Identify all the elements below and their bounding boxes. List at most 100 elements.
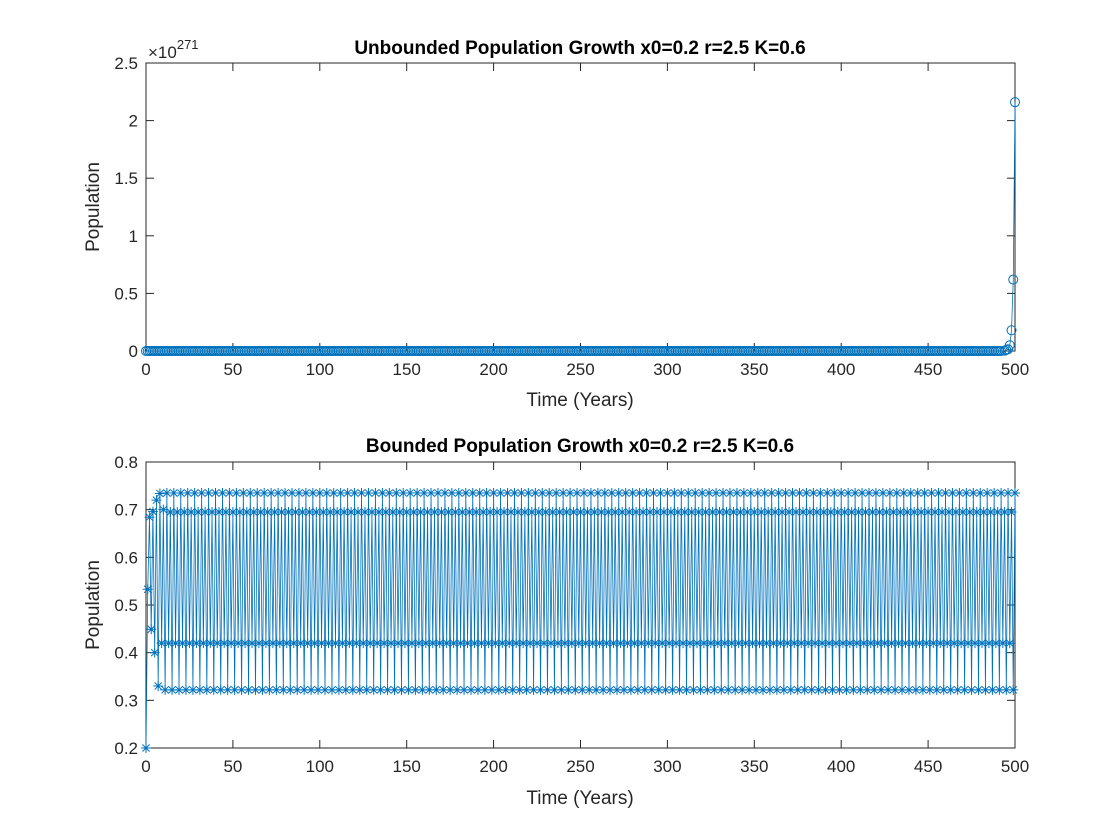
data-point <box>891 487 902 498</box>
data-point <box>375 684 386 695</box>
data-point <box>415 507 426 518</box>
series-unbounded <box>141 97 1020 356</box>
data-point <box>684 638 695 649</box>
data-point <box>227 507 238 518</box>
x-tick-label: 200 <box>479 360 507 379</box>
data-point <box>533 507 544 518</box>
x-tick-label: 150 <box>393 757 421 776</box>
data-point <box>293 487 304 498</box>
data-point <box>269 507 280 518</box>
data-point <box>770 507 781 518</box>
data-point <box>412 487 423 498</box>
data-point <box>897 684 908 695</box>
data-point <box>764 684 775 695</box>
data-point <box>558 487 569 498</box>
data-point <box>424 684 435 695</box>
data-point <box>648 487 659 498</box>
data-point <box>964 507 975 518</box>
data-point <box>304 507 315 518</box>
data-point <box>757 684 768 695</box>
data-point <box>645 507 656 518</box>
data-point <box>340 684 351 695</box>
data-point <box>547 507 558 518</box>
data-point <box>210 487 221 498</box>
data-point <box>410 684 421 695</box>
x-tick-label: 400 <box>827 360 855 379</box>
data-point <box>933 487 944 498</box>
data-point <box>848 684 859 695</box>
data-point <box>290 507 301 518</box>
data-point <box>989 487 1000 498</box>
data-point <box>672 507 683 518</box>
data-point <box>512 507 523 518</box>
data-point <box>980 684 991 695</box>
data-point <box>646 684 657 695</box>
data-point <box>791 507 802 518</box>
data-point <box>302 638 313 649</box>
y-exponent-label: ×10271 <box>148 37 199 62</box>
data-point <box>773 487 784 498</box>
data-point <box>712 638 723 649</box>
data-point <box>997 638 1008 649</box>
data-point <box>285 684 296 695</box>
data-point <box>351 638 362 649</box>
data-point <box>704 487 715 498</box>
x-tick-label: 400 <box>827 757 855 776</box>
data-point <box>787 487 798 498</box>
data-point <box>266 487 277 498</box>
data-point <box>413 638 424 649</box>
data-point <box>926 487 937 498</box>
data-point <box>1006 507 1017 518</box>
data-point <box>938 684 949 695</box>
data-point <box>931 684 942 695</box>
data-point <box>142 584 153 595</box>
data-point <box>379 638 390 649</box>
data-point <box>354 684 365 695</box>
data-point <box>207 507 218 518</box>
data-point <box>231 487 242 498</box>
data-point <box>346 507 357 518</box>
data-point <box>711 487 722 498</box>
y-exponent-base: ×10 <box>148 43 177 62</box>
data-point <box>485 507 496 518</box>
data-point <box>450 507 461 518</box>
data-point <box>691 638 702 649</box>
data-point <box>678 638 689 649</box>
data-point <box>518 638 529 649</box>
data-point <box>452 684 463 695</box>
x-tick-label: 0 <box>141 360 150 379</box>
data-point <box>516 487 527 498</box>
data-point <box>167 684 178 695</box>
data-point <box>751 684 762 695</box>
data-point <box>504 638 515 649</box>
data-point <box>639 684 650 695</box>
data-point <box>1010 97 1020 108</box>
data-point <box>323 638 334 649</box>
data-point <box>234 507 245 518</box>
data-point <box>745 487 756 498</box>
data-point <box>549 684 560 695</box>
y-tick-label: 0.2 <box>114 739 138 758</box>
data-point <box>723 684 734 695</box>
data-point <box>253 638 264 649</box>
data-point <box>693 507 704 518</box>
data-point <box>952 684 963 695</box>
data-point <box>551 487 562 498</box>
data-point <box>740 638 751 649</box>
data-point <box>1008 684 1019 695</box>
data-point <box>295 638 306 649</box>
data-point <box>747 638 758 649</box>
data-point <box>292 684 303 695</box>
data-point <box>535 684 546 695</box>
data-point <box>179 507 190 518</box>
data-point <box>910 684 921 695</box>
data-point <box>153 681 164 692</box>
data-point <box>163 638 174 649</box>
data-point <box>191 638 202 649</box>
x-tick-label: 100 <box>306 757 334 776</box>
data-point <box>585 487 596 498</box>
data-point <box>674 684 685 695</box>
data-point <box>804 507 815 518</box>
data-point <box>627 487 638 498</box>
data-point <box>950 507 961 518</box>
